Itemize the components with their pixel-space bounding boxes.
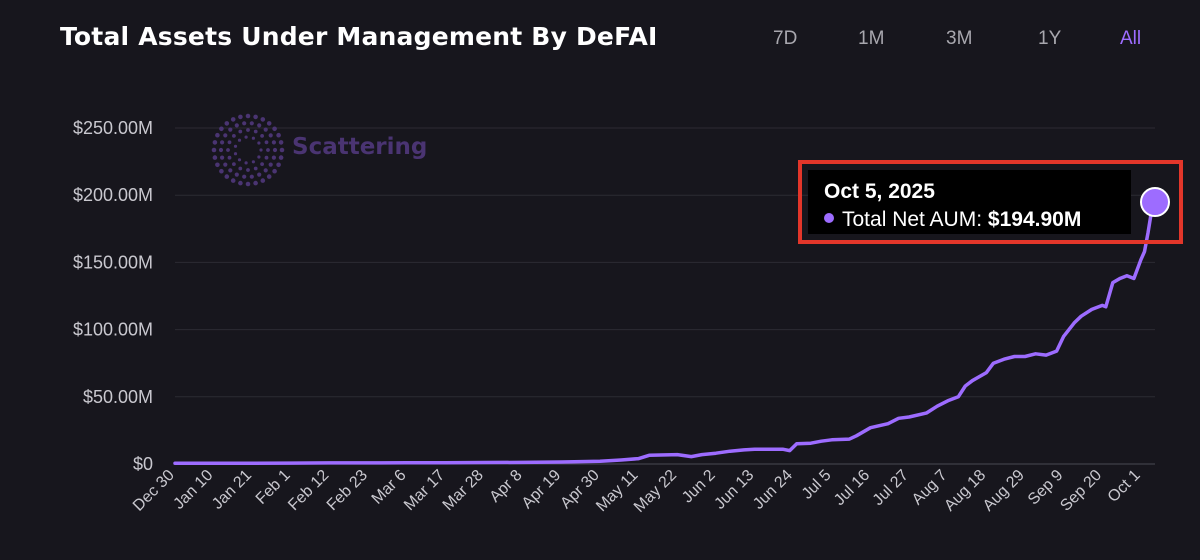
y-axis: $0 $50.00M $100.00M $150.00M $200.00M $250.00… (73, 118, 153, 474)
page-title: Total Assets Under Management By DeFAI (60, 22, 658, 51)
y-tick-label: $150.00M (73, 252, 153, 272)
watermark: Scattering (210, 112, 430, 188)
dotted-circle-logo-icon (211, 113, 285, 187)
series-line (173, 200, 1157, 466)
x-tick-label: Jul 5 (799, 467, 835, 503)
data-tooltip: Oct 5, 2025 Total Net AUM: $194.90M (798, 160, 1183, 244)
range-1m-button[interactable]: 1M (858, 28, 885, 49)
x-tick-label: Feb 23 (324, 467, 371, 514)
series-layer (173, 187, 1170, 466)
y-tick-label: $0 (133, 454, 153, 474)
y-tick-label: $250.00M (73, 118, 153, 138)
tooltip-value: $194.90M (987, 208, 1082, 231)
x-tick-label: Sep 20 (1057, 467, 1105, 515)
y-tick-label: $200.00M (73, 185, 153, 205)
y-tick-label: $50.00M (83, 387, 153, 407)
x-tick-label: Feb 12 (285, 467, 332, 514)
range-7d-button[interactable]: 7D (773, 28, 798, 49)
x-tick-label: Jan 21 (209, 467, 255, 513)
x-tick-label: May 22 (631, 467, 680, 516)
x-tick-label: Aug 18 (941, 467, 989, 515)
range-1y-button[interactable]: 1Y (1038, 28, 1062, 49)
tooltip-row: Total Net AUM: $194.90M (824, 208, 1081, 232)
tooltip-date: Oct 5, 2025 (824, 180, 935, 203)
x-tick-label: Mar 28 (440, 467, 487, 514)
series-dot-icon (824, 213, 834, 223)
x-tick-label: Apr 19 (519, 467, 564, 512)
tooltip-body: Oct 5, 2025 Total Net AUM: $194.90M (808, 170, 1131, 234)
range-all-button[interactable]: All (1120, 28, 1142, 49)
time-range-selector: 7D 1M 3M 1Y All (0, 28, 1200, 58)
y-tick-label: $100.00M (73, 320, 153, 340)
x-tick-label: Jul 27 (870, 467, 912, 509)
x-tick-label: Mar 17 (401, 467, 448, 514)
x-tick-label: Jul 16 (831, 467, 873, 509)
x-tick-label: Oct 1 (1105, 467, 1144, 506)
x-tick-label: Jun 13 (711, 467, 757, 513)
x-tick-label: Aug 29 (980, 467, 1028, 515)
range-3m-button[interactable]: 3M (946, 28, 973, 49)
highlight-point (1140, 187, 1170, 218)
watermark-text: Scattering (292, 134, 428, 160)
tooltip-series-label: Total Net AUM: (842, 208, 983, 231)
x-tick-label: Jun 24 (750, 467, 796, 513)
x-tick-label: Jan 10 (170, 467, 216, 513)
